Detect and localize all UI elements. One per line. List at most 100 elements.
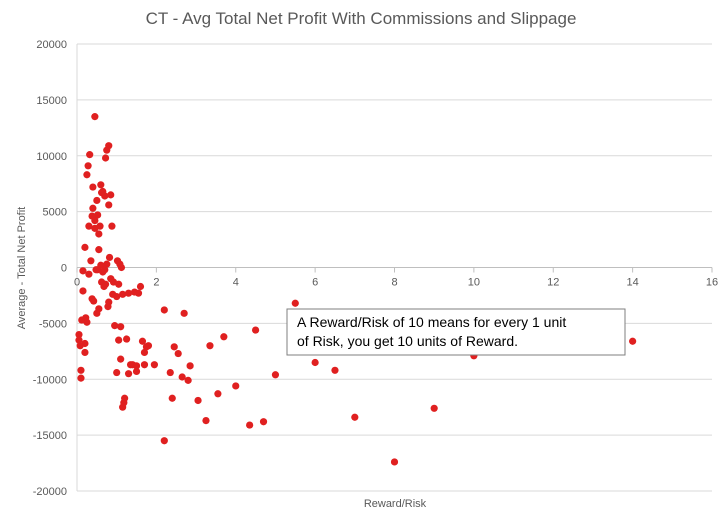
data-point: [124, 289, 133, 297]
x-tick-label: 8: [391, 277, 397, 289]
y-tick-label: 0: [61, 263, 67, 275]
data-point: [105, 201, 113, 209]
data-point: [101, 154, 110, 162]
data-point: [170, 343, 178, 351]
data-point: [174, 349, 182, 358]
x-axis-label: Reward/Risk: [364, 498, 427, 510]
annotation-line-2: of Risk, you get 10 units of Reward.: [297, 333, 518, 349]
data-point: [105, 142, 113, 150]
data-point: [75, 330, 83, 339]
data-point: [105, 253, 114, 262]
data-point: [81, 348, 89, 357]
data-point: [629, 337, 637, 345]
annotation-line-1: A Reward/Risk of 10 means for every 1 un…: [297, 314, 566, 330]
data-point: [121, 394, 129, 402]
data-point: [168, 394, 176, 402]
x-tick-label: 12: [547, 277, 559, 289]
data-point: [107, 191, 115, 199]
data-point: [90, 297, 98, 305]
data-point: [390, 458, 399, 466]
data-point: [117, 263, 126, 272]
data-point: [184, 376, 192, 384]
data-point: [117, 355, 125, 363]
data-point: [134, 289, 143, 297]
data-point: [113, 368, 121, 377]
x-tick-label: 10: [468, 277, 480, 289]
data-point: [150, 361, 158, 369]
y-tick-label: -5000: [39, 318, 67, 330]
data-point: [178, 373, 186, 381]
data-point: [115, 336, 123, 344]
data-point: [79, 267, 87, 275]
data-point: [85, 270, 93, 278]
data-point: [140, 361, 149, 369]
data-point: [91, 113, 99, 121]
data-point: [83, 171, 91, 179]
y-tick-label: 15000: [36, 95, 67, 107]
data-point: [77, 366, 85, 374]
x-tick-label: 14: [627, 277, 639, 289]
data-point: [132, 367, 141, 376]
data-point: [166, 368, 174, 377]
data-point: [81, 339, 89, 348]
data-point: [123, 335, 131, 343]
y-tick-label: -20000: [33, 486, 67, 498]
data-point: [105, 298, 113, 306]
data-point: [138, 337, 147, 345]
annotation-box: [286, 308, 626, 356]
data-point: [136, 282, 145, 291]
data-point: [85, 222, 93, 230]
y-tick-label: 5000: [43, 207, 67, 219]
data-point: [291, 299, 299, 307]
data-point: [75, 336, 83, 344]
data-point: [86, 151, 94, 159]
y-axis-ticks: 20000 15000 10000 5000 0 -5000 -10000 -15000 -20…: [33, 39, 67, 498]
data-points: [75, 113, 637, 466]
data-point: [89, 183, 97, 191]
data-point: [124, 370, 133, 378]
data-point: [95, 305, 103, 313]
data-point: [89, 204, 97, 212]
data-point: [214, 390, 222, 398]
data-point: [331, 366, 339, 374]
x-tick-label: 4: [233, 277, 239, 289]
data-point: [206, 342, 214, 350]
data-point: [84, 162, 92, 170]
data-point: [101, 266, 109, 274]
data-point: [113, 292, 121, 301]
data-point: [271, 371, 280, 379]
annotation-callout: A Reward/Risk of 10 means for every 1 un…: [286, 308, 626, 356]
data-point: [115, 280, 123, 288]
data-point: [94, 211, 102, 219]
y-tick-label: 20000: [36, 39, 67, 51]
data-point: [91, 216, 99, 225]
chart-title: CT - Avg Total Net Profit With Commissio…: [146, 9, 577, 28]
data-point: [220, 333, 228, 341]
data-point: [119, 290, 127, 298]
data-point: [232, 382, 240, 390]
data-point: [351, 413, 359, 421]
x-tick-label: 16: [706, 277, 718, 289]
data-point: [83, 318, 91, 326]
data-point: [140, 348, 149, 357]
data-point: [194, 396, 202, 405]
data-point: [144, 342, 153, 350]
data-point: [246, 421, 254, 429]
x-tick-label: 6: [312, 277, 318, 289]
data-point: [180, 309, 188, 317]
data-point: [132, 362, 141, 370]
data-point: [430, 404, 438, 412]
data-point: [111, 322, 119, 330]
data-point: [93, 196, 101, 205]
data-point: [311, 358, 319, 367]
data-point: [95, 246, 103, 254]
data-point: [96, 222, 104, 230]
y-tick-label: 10000: [36, 151, 67, 163]
data-point: [103, 260, 111, 268]
y-tick-label: -15000: [33, 430, 67, 442]
x-tick-label: 0: [74, 277, 80, 289]
x-tick-label: 2: [153, 277, 159, 289]
data-point: [87, 257, 95, 265]
data-point: [81, 243, 89, 251]
y-tick-label: -10000: [33, 374, 67, 386]
